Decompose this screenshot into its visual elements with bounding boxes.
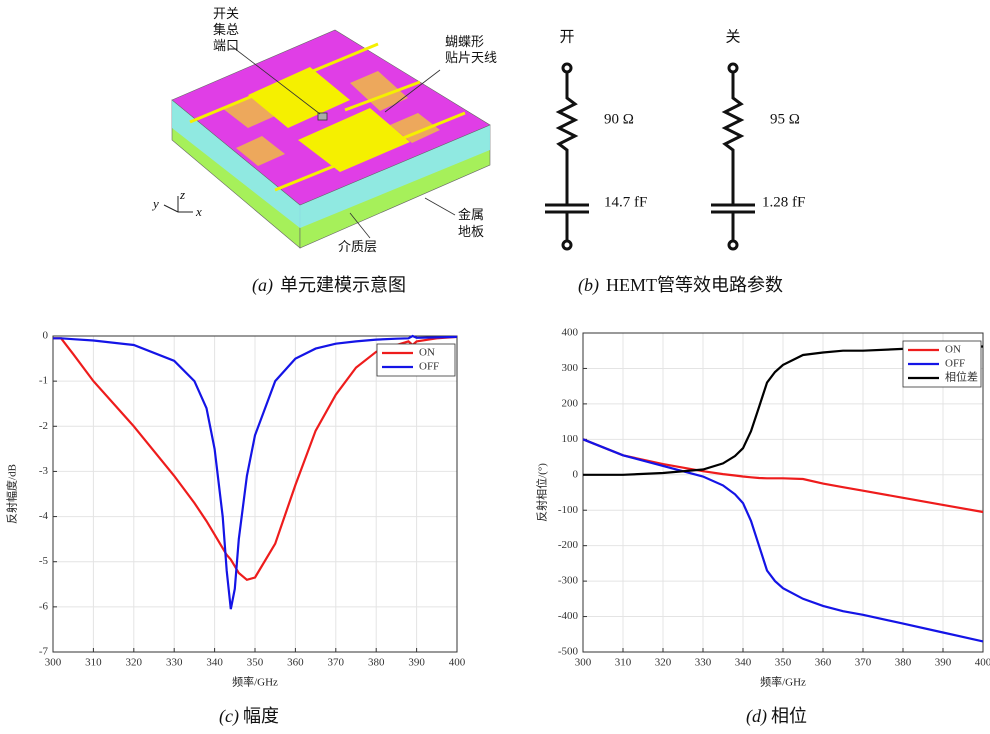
x-tick-label: 320: [126, 657, 143, 669]
y-axis-label: 反射幅度/dB: [5, 464, 19, 524]
x-tick-label: 380: [368, 657, 385, 669]
x-tick-label: 350: [247, 657, 264, 669]
x-tick-label: 400: [975, 657, 990, 669]
x-tick-label: 300: [575, 657, 592, 669]
axis-label: x: [195, 204, 202, 219]
model-drawing: [164, 30, 490, 248]
y-tick-label: 300: [562, 362, 579, 374]
x-tick-label: 390: [935, 657, 952, 669]
y-tick-label: -4: [39, 510, 49, 522]
x-tick-label: 370: [855, 657, 872, 669]
y-tick-label: -6: [39, 600, 49, 612]
y-axis-label: 反射相位/(°): [535, 463, 549, 522]
label: 金属: [458, 207, 484, 222]
y-tick-label: -1: [39, 375, 48, 387]
label: 开关: [213, 6, 239, 21]
y-tick-label: 0: [573, 468, 579, 480]
y-tick-label: 200: [562, 397, 579, 409]
y-tick-label: -100: [558, 504, 579, 516]
label: 集总: [213, 22, 239, 37]
x-tick-label: 300: [45, 657, 62, 669]
x-tick-label: 390: [408, 657, 425, 669]
y-tick-label: 0: [43, 330, 49, 342]
legend-label: OFF: [945, 358, 965, 370]
caption: 相位: [771, 706, 807, 726]
y-tick-label: -5: [39, 555, 49, 567]
x-tick-label: 340: [206, 657, 223, 669]
capacitance: 14.7 fF: [604, 194, 647, 210]
caption-label: (a): [252, 275, 273, 296]
caption-label: (d): [746, 706, 767, 727]
figure: 开关 集总 端口 蝴蝶形 贴片天线 金属 地板 介质层 y z x (a) 单元…: [0, 0, 990, 734]
y-tick-label: 400: [562, 327, 579, 339]
resistance: 90 Ω: [604, 111, 634, 127]
legend-label: 相位差: [945, 370, 978, 384]
x-tick-label: 330: [166, 657, 183, 669]
x-tick-label: 310: [615, 657, 632, 669]
x-tick-label: 400: [449, 657, 466, 669]
x-tick-label: 360: [287, 657, 304, 669]
x-tick-label: 380: [895, 657, 912, 669]
label: 介质层: [338, 239, 377, 254]
label: 端口: [213, 38, 239, 53]
x-tick-label: 350: [775, 657, 792, 669]
x-tick-label: 330: [695, 657, 712, 669]
axis-label: z: [179, 187, 185, 202]
x-axis-label: 频率/GHz: [760, 675, 806, 689]
legend-label: ON: [419, 347, 435, 359]
y-tick-label: -3: [39, 465, 49, 477]
resistance: 95 Ω: [770, 111, 800, 127]
x-tick-label: 340: [735, 657, 752, 669]
y-tick-label: -300: [558, 575, 579, 587]
x-tick-label: 320: [655, 657, 672, 669]
circuit-title: 关: [725, 28, 740, 45]
y-tick-label: -200: [558, 539, 579, 551]
caption: 幅度: [243, 706, 279, 726]
caption: HEMT管等效电路参数: [606, 275, 783, 295]
axis-label: y: [151, 196, 159, 211]
x-tick-label: 370: [328, 657, 345, 669]
x-tick-label: 360: [815, 657, 832, 669]
legend-label: ON: [945, 344, 961, 356]
legend-box: [377, 344, 455, 376]
circuit-title: 开: [559, 29, 574, 45]
legend-label: OFF: [419, 361, 439, 373]
label: 贴片天线: [445, 50, 497, 65]
x-tick-label: 310: [85, 657, 102, 669]
label: 蝴蝶形: [445, 34, 484, 49]
x-axis-label: 频率/GHz: [232, 675, 278, 689]
caption-label: (b): [578, 275, 599, 296]
y-tick-label: -400: [558, 610, 579, 622]
circuit: [545, 64, 755, 249]
y-tick-label: 100: [562, 433, 579, 445]
label: 地板: [458, 224, 484, 239]
capacitance: 1.28 fF: [762, 194, 805, 210]
caption-label: (c): [219, 706, 239, 727]
y-tick-label: -2: [39, 420, 48, 432]
caption: 单元建模示意图: [280, 275, 406, 295]
